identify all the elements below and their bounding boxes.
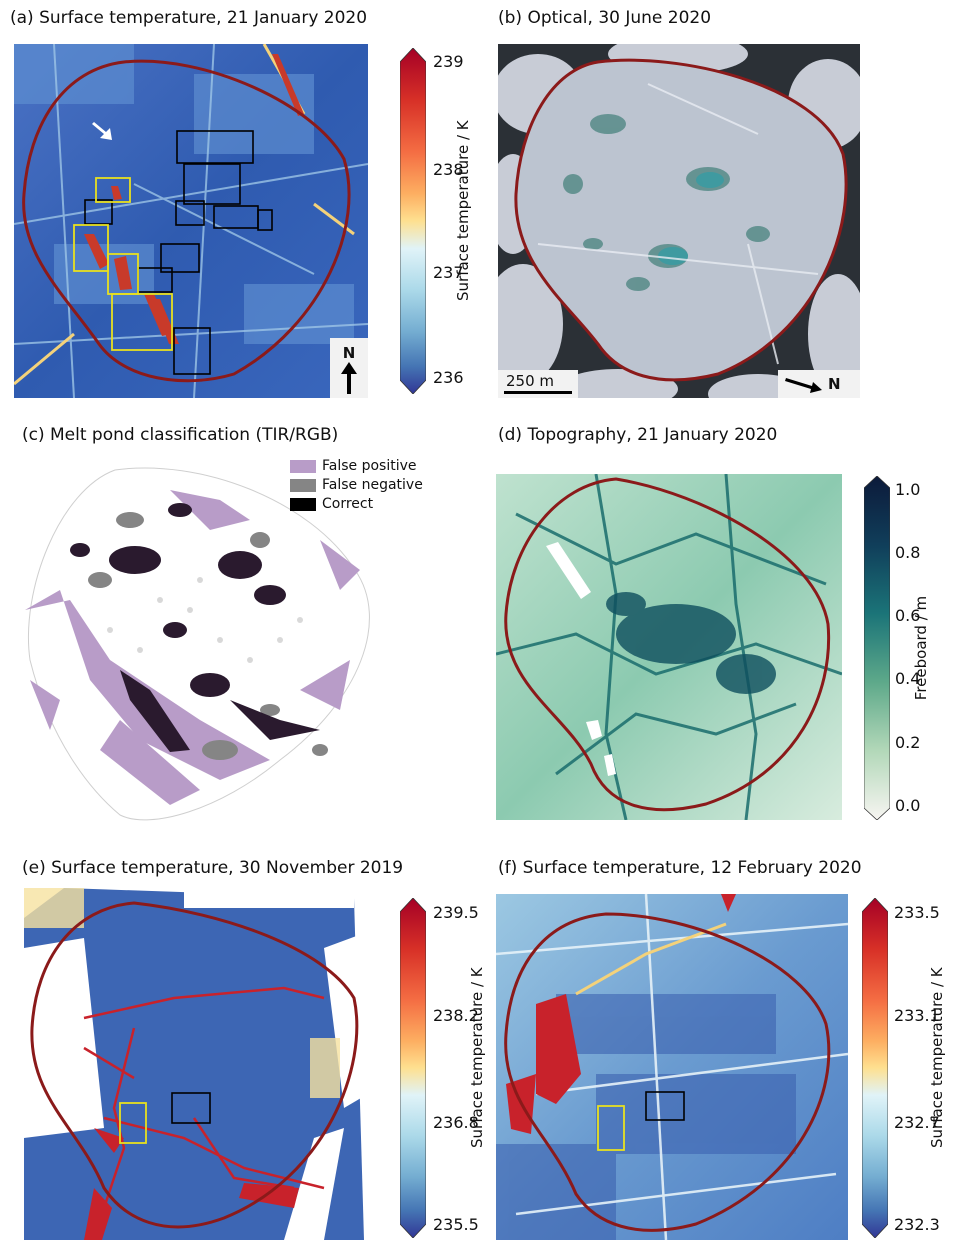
panel-a-title: (a) Surface temperature, 21 January 2020 (10, 8, 368, 28)
legend-item-correct: Correct (290, 496, 373, 512)
panel-d-topography-map (496, 474, 842, 820)
panel-e-title: (e) Surface temperature, 30 November 201… (22, 858, 404, 878)
north-arrow-icon (785, 378, 822, 393)
colorbar-a-label: Surface temperature / K (454, 120, 472, 301)
colorbar-f-tick: 233.5 (894, 903, 940, 922)
colorbar-d-tick: 0.0 (895, 796, 921, 815)
colorbar-f-tick: 232.3 (894, 1215, 940, 1234)
panel-f-thermal-map (496, 894, 848, 1240)
panel-d-title: (d) Topography, 21 January 2020 (498, 425, 778, 445)
colorbar-a-tick: 239 (433, 52, 464, 71)
colorbar-f (861, 897, 889, 1239)
colorbar-d-tick: 0.4 (895, 669, 921, 688)
colorbar-e-tick: 236.8 (433, 1113, 479, 1132)
panel-a-thermal-map: N (14, 44, 368, 398)
panel-b-title: (b) Optical, 30 June 2020 (498, 8, 712, 28)
colorbar-f-tick: 233.1 (894, 1006, 940, 1025)
scale-bar-line (504, 391, 572, 394)
colorbar-a-tick: 238 (433, 160, 464, 179)
north-arrow-b: N (778, 370, 860, 398)
colorbar-d-tick: 1.0 (895, 480, 921, 499)
colorbar-f-tick: 232.7 (894, 1113, 940, 1132)
colorbar-f-label: Surface temperature / K (928, 967, 946, 1148)
north-arrow-icon (341, 362, 357, 394)
legend-swatch (290, 497, 316, 511)
panel-e-thermal-map (24, 888, 378, 1240)
north-arrow-a: N (330, 338, 368, 398)
panel-f-title: (f) Surface temperature, 12 February 202… (498, 858, 862, 878)
legend-item-false-positive: False positive (290, 458, 417, 474)
colorbar-a (399, 47, 427, 395)
colorbar-e (399, 897, 427, 1239)
scale-bar: 250 m (498, 370, 578, 398)
colorbar-d-tick: 0.6 (895, 606, 921, 625)
legend-swatch (290, 478, 316, 492)
panel-c-classification-map (20, 460, 390, 830)
scale-bar-label: 250 m (506, 372, 555, 390)
legend-label: False positive (322, 458, 417, 474)
north-label: N (342, 344, 356, 362)
colorbar-a-tick: 236 (433, 368, 464, 387)
colorbar-e-tick: 238.2 (433, 1006, 479, 1025)
colorbar-e-tick: 239.5 (433, 903, 479, 922)
legend-label: Correct (322, 496, 374, 512)
panel-c-title: (c) Melt pond classification (TIR/RGB) (22, 425, 339, 445)
colorbar-a-tick: 237 (433, 263, 464, 282)
colorbar-e-tick: 235.5 (433, 1215, 479, 1234)
panel-b-optical-image: 250 m N (498, 44, 860, 398)
north-label: N (828, 375, 841, 393)
colorbar-d-tick: 0.8 (895, 543, 921, 562)
colorbar-d-label: Freeboard / m (912, 595, 930, 701)
legend-label: False negative (322, 477, 423, 493)
colorbar-d (863, 475, 891, 821)
legend-item-false-negative: False negative (290, 477, 423, 493)
legend-swatch (290, 459, 316, 473)
colorbar-d-tick: 0.2 (895, 733, 921, 752)
colorbar-e-label: Surface temperature / K (468, 967, 486, 1148)
